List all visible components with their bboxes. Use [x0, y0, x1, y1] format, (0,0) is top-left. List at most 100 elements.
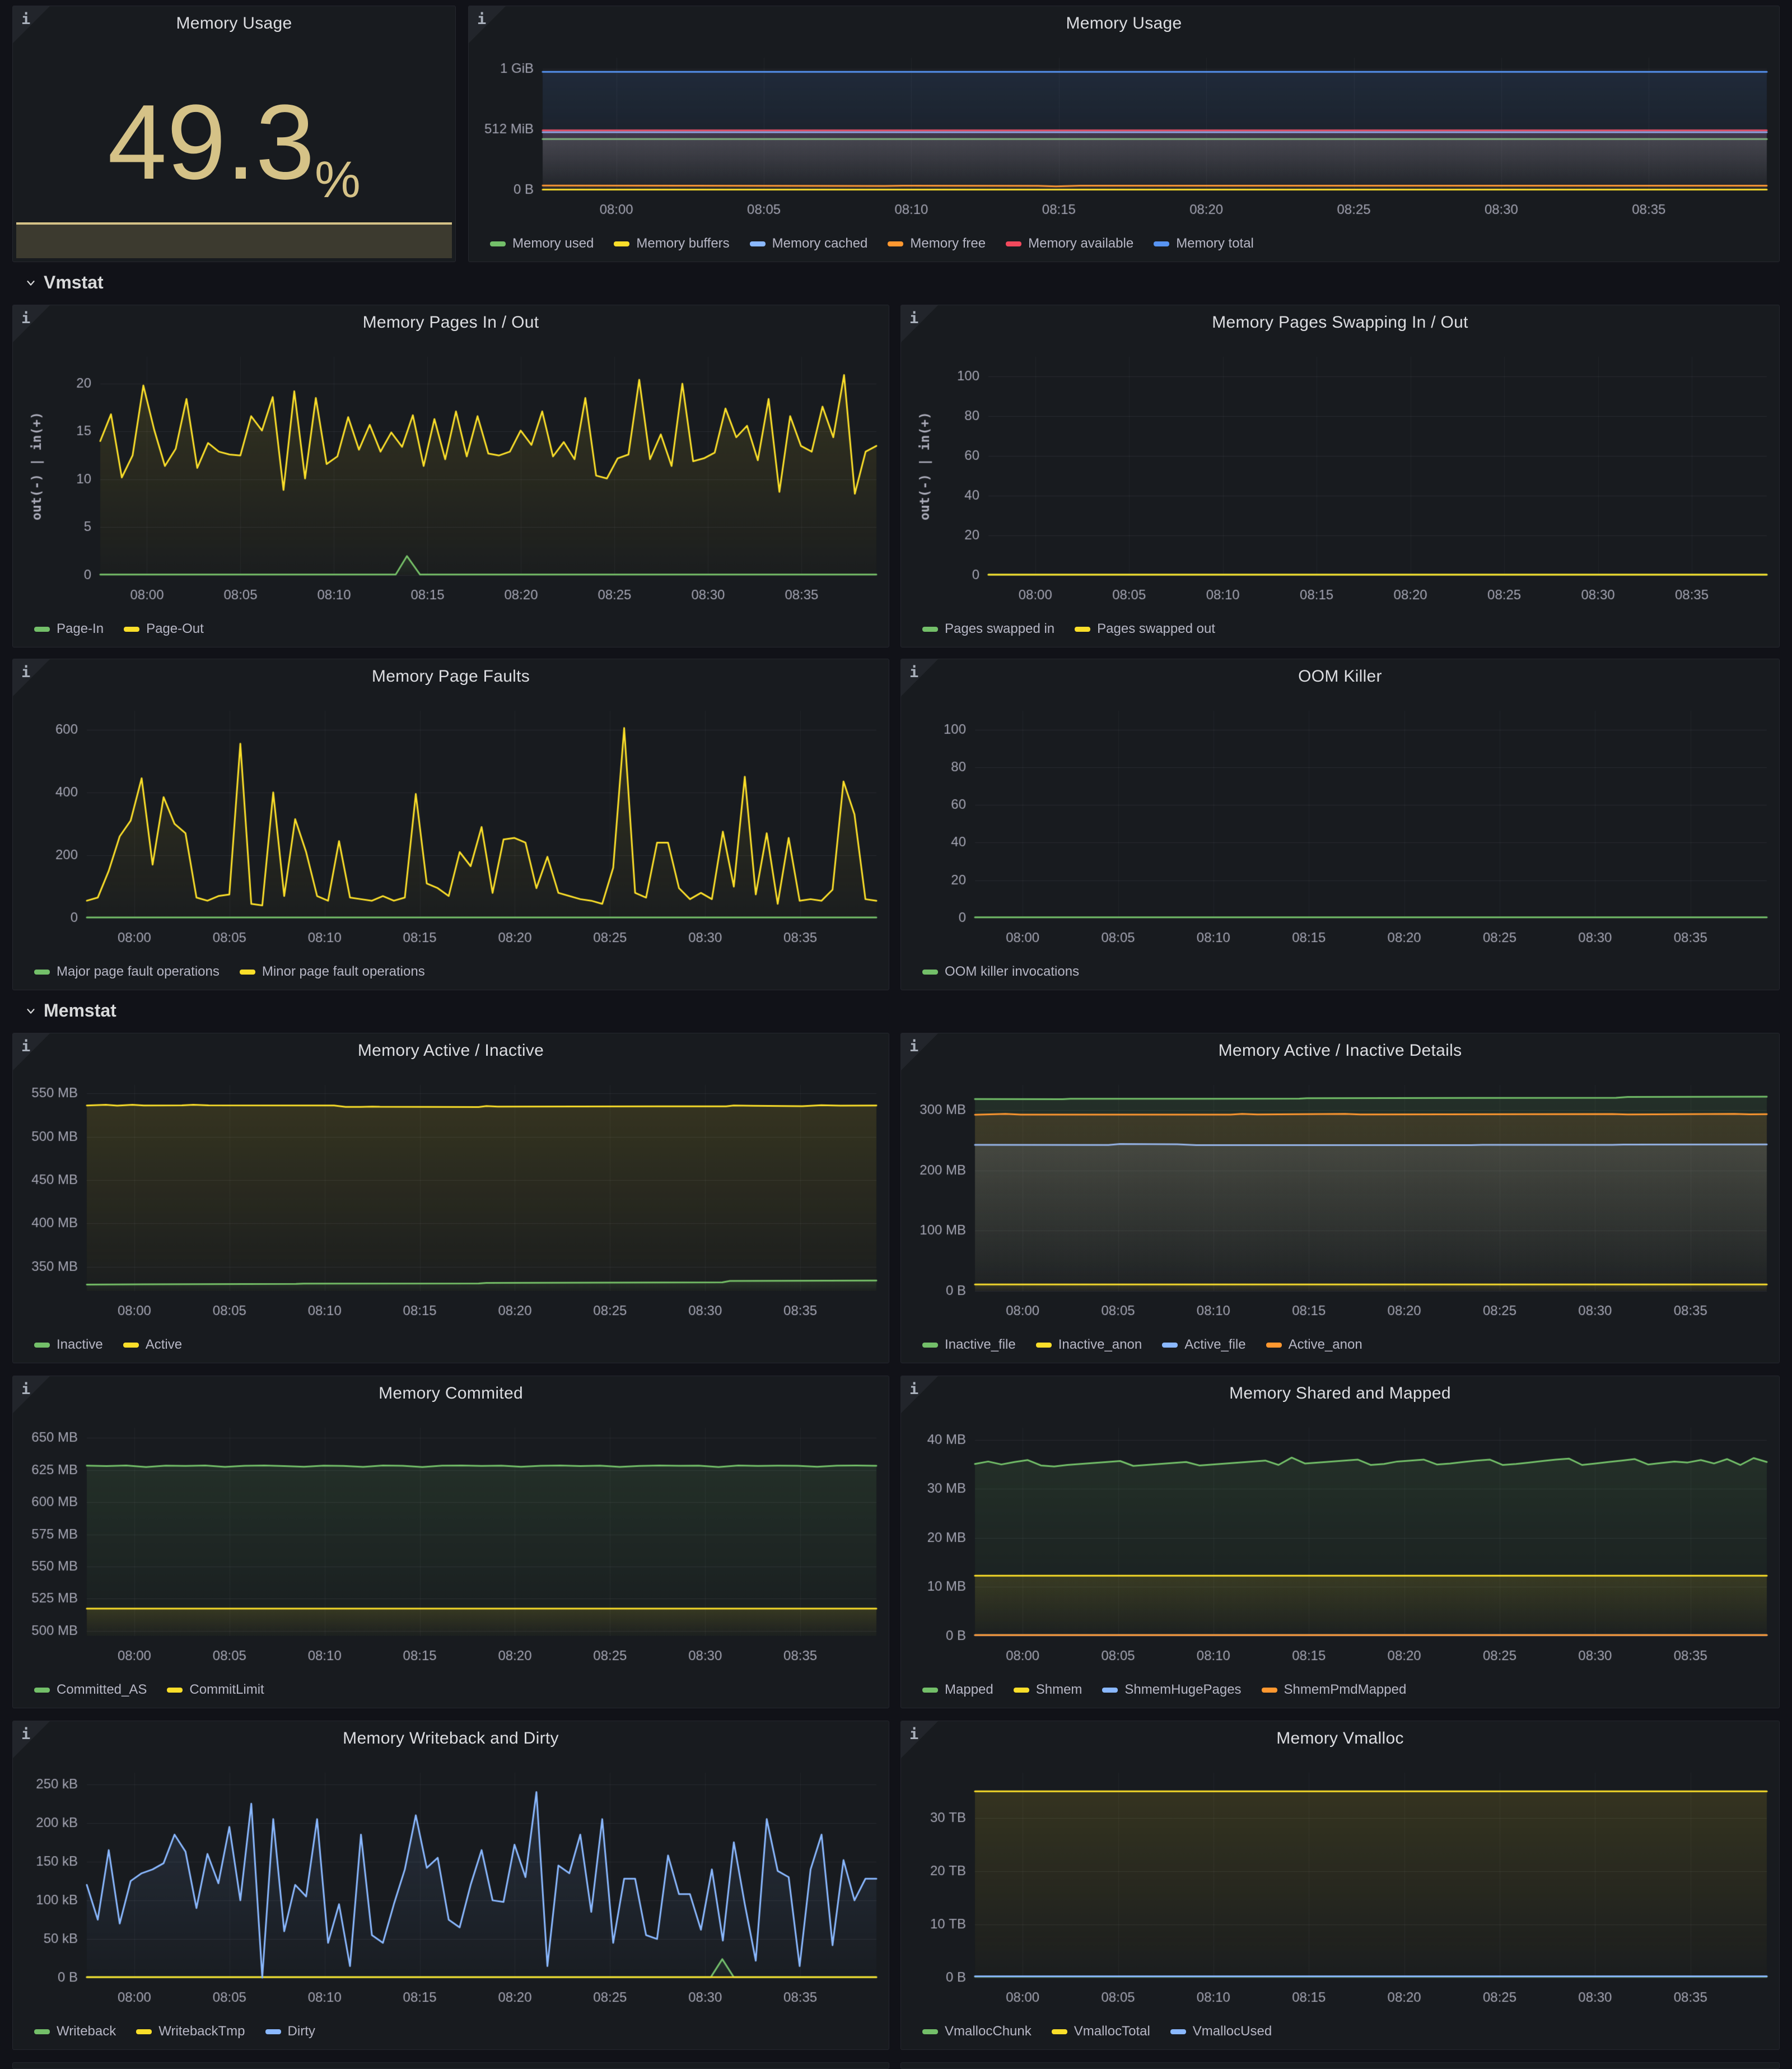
panel-memory-page-faults: i Memory Page Faults Major page fault op… — [12, 659, 889, 990]
legend-swatch — [1261, 1687, 1277, 1693]
stat-value-number: 49.3 — [108, 83, 315, 202]
chart-legend: Pages swapped in Pages swapped out — [922, 614, 1772, 644]
oom-killer-chart[interactable] — [903, 694, 1777, 955]
legend-item[interactable]: VmallocUsed — [1170, 2024, 1272, 2039]
legend-label: Inactive — [57, 1337, 103, 1352]
legend-item[interactable]: Memory free — [888, 236, 986, 251]
legend-item[interactable]: CommitLimit — [167, 1682, 264, 1698]
legend-label: Writeback — [57, 2024, 116, 2039]
info-icon-glyph: i — [909, 1381, 919, 1398]
info-icon-glyph: i — [909, 664, 919, 681]
section-header-vmstat[interactable]: Vmstat — [25, 272, 104, 293]
info-icon[interactable]: i — [13, 659, 50, 696]
panel-title: Memory Pages Swapping In / Out — [1212, 313, 1468, 332]
info-icon-glyph: i — [21, 11, 31, 28]
legend-item[interactable]: WritebackTmp — [136, 2024, 245, 2039]
info-icon[interactable]: i — [901, 1376, 938, 1413]
panel-title: Memory Active / Inactive Details — [1218, 1041, 1462, 1060]
legend-item[interactable]: Inactive_file — [922, 1337, 1016, 1353]
panel-memory-pages-in-out: i Memory Pages In / Out Page-In Page-Out — [12, 305, 889, 647]
legend-swatch — [1013, 1687, 1029, 1693]
info-icon[interactable]: i — [469, 6, 506, 43]
vmalloc-chart[interactable] — [903, 1756, 1777, 2015]
legend-label: Shmem — [1035, 1682, 1082, 1697]
legend-item[interactable]: Pages swapped out — [1075, 621, 1215, 637]
legend-item[interactable]: Page-In — [34, 621, 104, 637]
info-icon[interactable]: i — [13, 305, 50, 342]
legend-item[interactable]: Dirty — [265, 2024, 315, 2039]
legend-label: Active — [145, 1337, 183, 1352]
memory-commited-chart[interactable] — [15, 1411, 886, 1673]
legend-item[interactable]: Memory cached — [749, 236, 867, 251]
legend-swatch — [239, 969, 255, 975]
legend-item[interactable]: Major page fault operations — [34, 964, 220, 980]
panel-title: Memory Pages In / Out — [362, 313, 539, 332]
panel-memory-pages-swapping: i Memory Pages Swapping In / Out Pages s… — [900, 305, 1780, 647]
legend-item[interactable]: Active — [123, 1337, 182, 1353]
panel-memory-writeback-dirty: i Memory Writeback and Dirty Writeback Wr… — [12, 1721, 889, 2050]
memory-swapping-chart[interactable] — [903, 340, 1777, 612]
legend-item[interactable]: OOM killer invocations — [922, 964, 1079, 980]
legend-swatch — [1154, 241, 1170, 246]
legend-swatch — [749, 241, 766, 246]
active-inactive-details-chart[interactable] — [903, 1068, 1777, 1328]
info-icon-glyph: i — [21, 664, 31, 681]
info-icon[interactable]: i — [901, 659, 938, 696]
legend-swatch — [1051, 2029, 1067, 2034]
legend-item[interactable]: Active_anon — [1266, 1337, 1362, 1353]
legend-item[interactable]: Memory used — [490, 236, 594, 251]
panel-memory-active-inactive-details: i Memory Active / Inactive Details Inact… — [900, 1033, 1780, 1363]
legend-item[interactable]: Minor page fault operations — [239, 964, 425, 980]
writeback-dirty-chart[interactable] — [15, 1756, 886, 2015]
section-label: Vmstat — [44, 272, 104, 292]
info-icon[interactable]: i — [901, 1721, 938, 1758]
legend-item[interactable]: Page-Out — [124, 621, 204, 637]
legend-swatch — [614, 241, 630, 246]
page-faults-chart[interactable] — [15, 694, 886, 955]
legend-swatch — [124, 626, 140, 632]
legend-swatch — [888, 241, 904, 246]
chart-legend: Mapped Shmem ShmemHugePages ShmemPmdMapped — [922, 1675, 1772, 1704]
info-icon[interactable]: i — [13, 1376, 50, 1413]
legend-item[interactable]: ShmemHugePages — [1102, 1682, 1242, 1698]
info-icon-glyph: i — [21, 1381, 31, 1398]
legend-label: VmallocChunk — [945, 2024, 1032, 2039]
info-icon[interactable]: i — [901, 1033, 938, 1070]
legend-item[interactable]: Shmem — [1013, 1682, 1082, 1698]
legend-label: Committed_AS — [57, 1682, 147, 1697]
legend-item[interactable]: Inactive — [34, 1337, 103, 1353]
legend-item[interactable]: ShmemPmdMapped — [1261, 1682, 1407, 1698]
legend-item[interactable]: VmallocTotal — [1051, 2024, 1150, 2039]
info-icon[interactable]: i — [13, 1721, 50, 1758]
legend-item[interactable]: Mapped — [922, 1682, 993, 1698]
info-icon[interactable]: i — [13, 6, 50, 43]
active-inactive-chart[interactable] — [15, 1068, 886, 1328]
info-icon[interactable]: i — [13, 1033, 50, 1070]
panel-title: Memory Vmalloc — [1276, 1729, 1404, 1748]
legend-item[interactable]: Writeback — [34, 2024, 116, 2039]
legend-swatch — [1162, 1342, 1178, 1348]
legend-item[interactable]: Memory buffers — [614, 236, 730, 251]
shared-mapped-chart[interactable] — [903, 1411, 1777, 1673]
legend-swatch — [136, 2029, 152, 2034]
chevron-down-icon — [27, 1008, 35, 1014]
legend-item[interactable]: Committed_AS — [34, 1682, 147, 1698]
memory-usage-chart[interactable] — [471, 41, 1777, 227]
legend-item[interactable]: Active_file — [1162, 1337, 1246, 1353]
legend-label: ShmemHugePages — [1124, 1682, 1242, 1697]
legend-item[interactable]: Memory available — [1006, 236, 1133, 251]
panel-title: Memory Writeback and Dirty — [343, 1729, 559, 1748]
legend-item[interactable]: Memory total — [1154, 236, 1254, 251]
legend-label: Memory total — [1176, 236, 1254, 251]
info-icon[interactable]: i — [901, 305, 938, 342]
legend-item[interactable]: VmallocChunk — [922, 2024, 1032, 2039]
memory-pages-chart[interactable] — [15, 340, 886, 612]
legend-item[interactable]: Inactive_anon — [1035, 1337, 1142, 1353]
legend-label: ShmemPmdMapped — [1284, 1682, 1407, 1697]
legend-item[interactable]: Pages swapped in — [922, 621, 1054, 637]
legend-label: Page-Out — [146, 621, 204, 636]
panel-memory-usage-stat: i Memory Usage 49.3 % — [12, 6, 456, 262]
section-header-memstat[interactable]: Memstat — [25, 1000, 116, 1021]
legend-label: Active_file — [1184, 1337, 1246, 1352]
